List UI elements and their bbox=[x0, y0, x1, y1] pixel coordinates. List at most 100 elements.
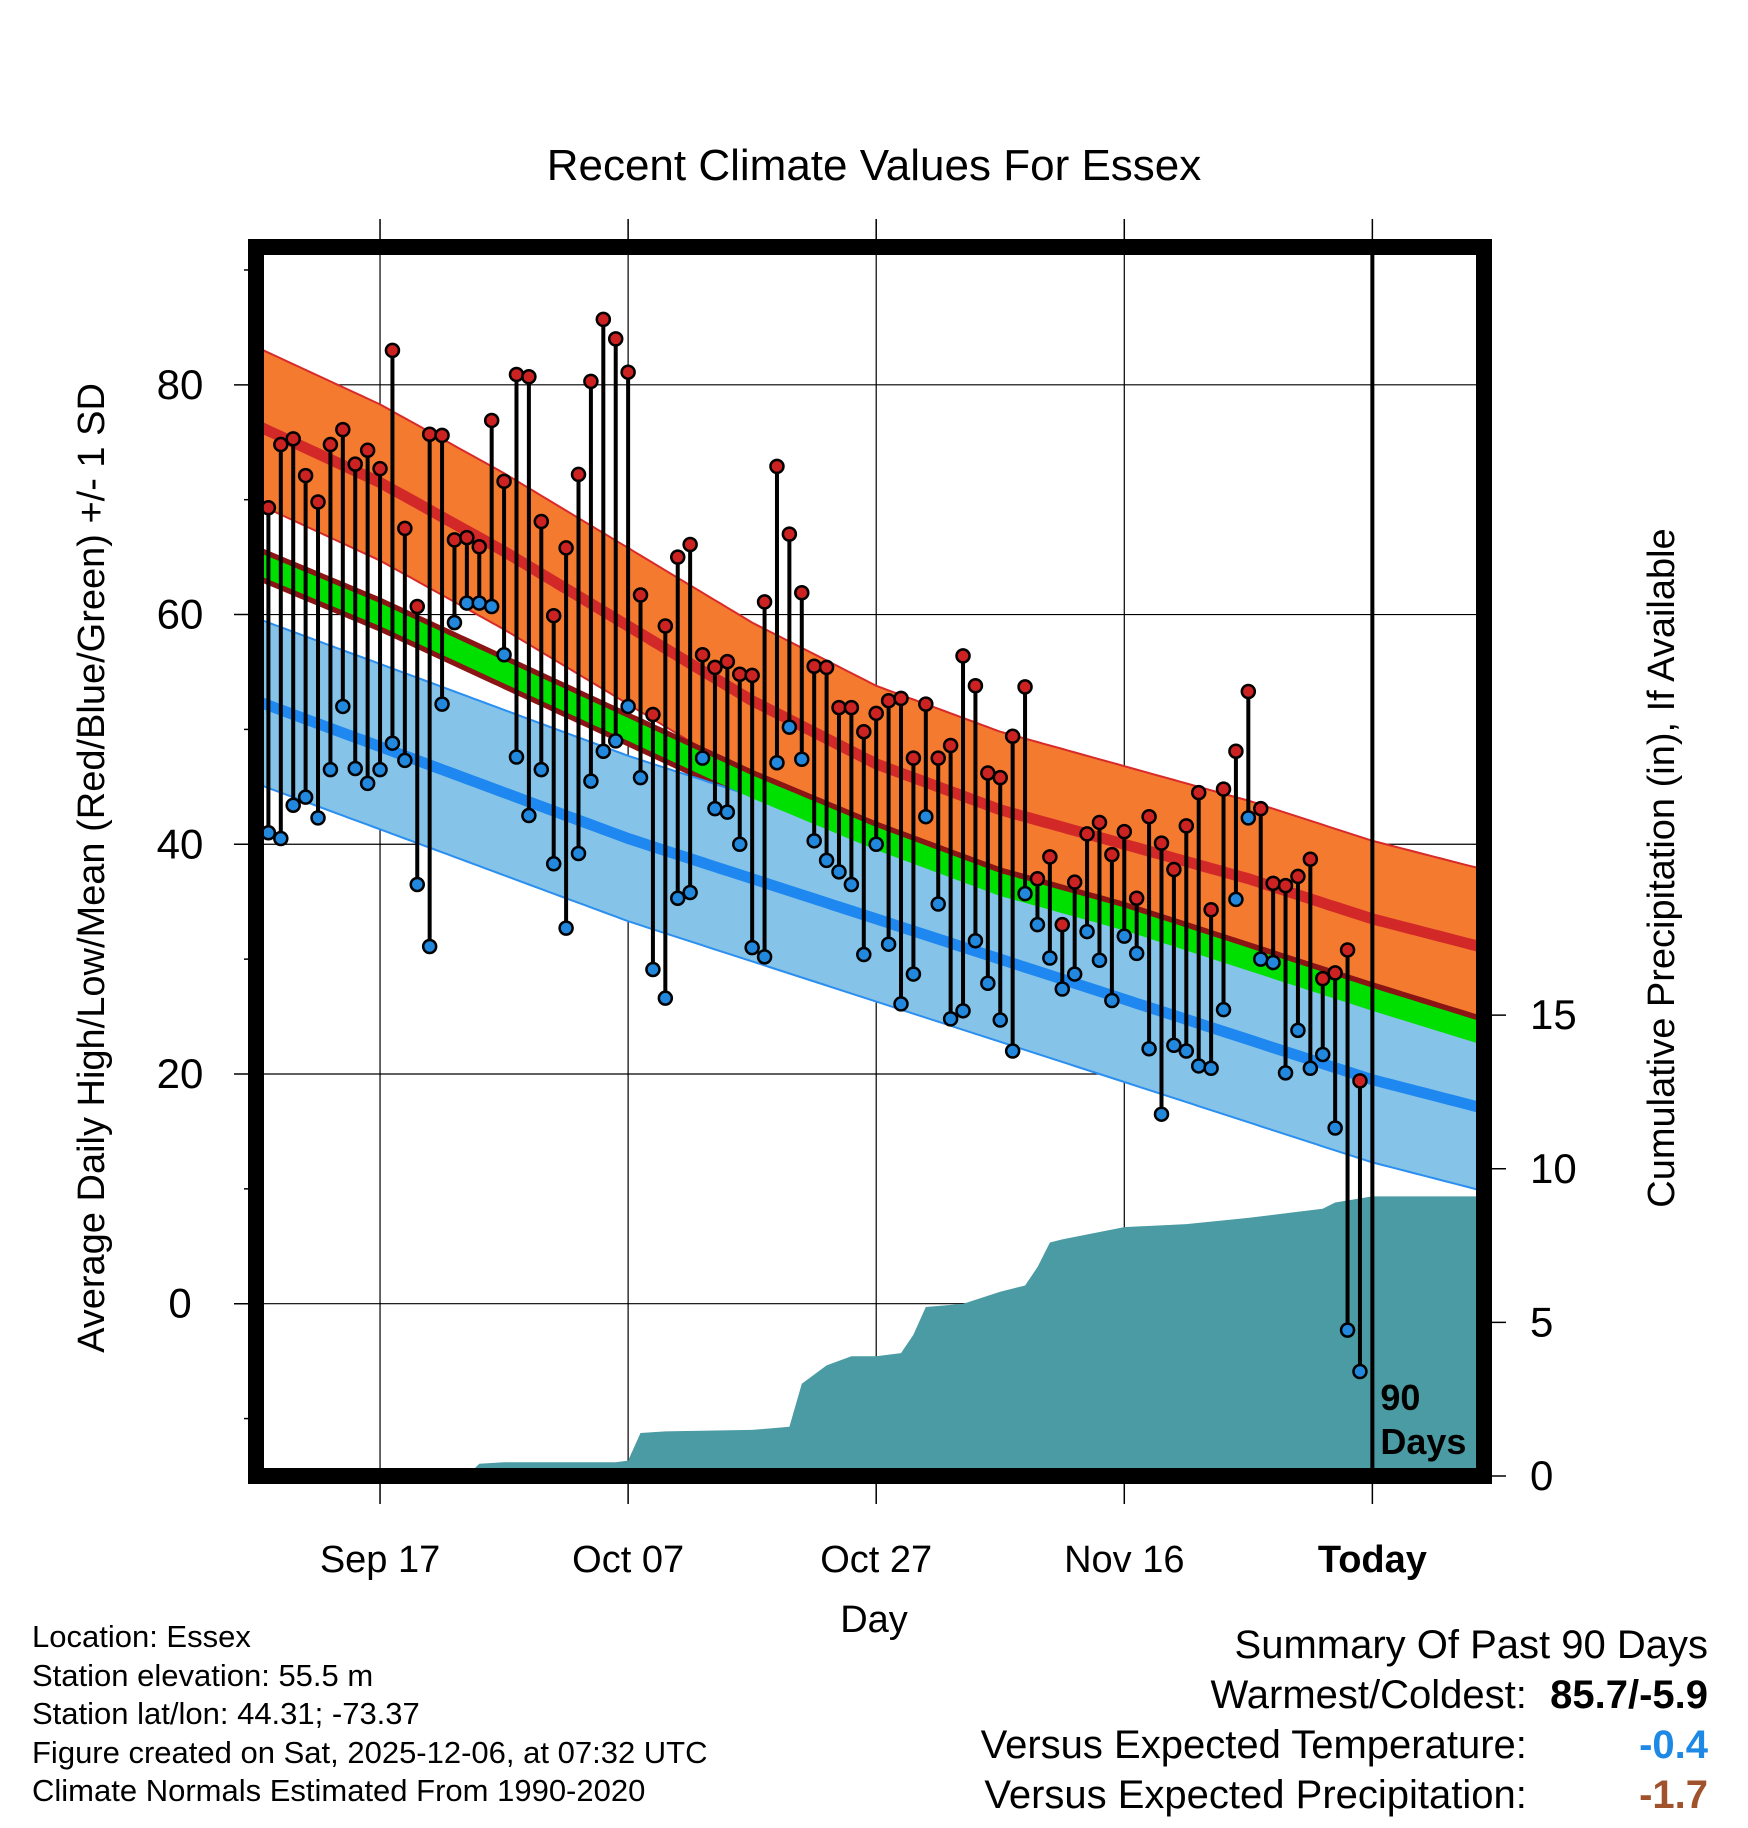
low-temp-point bbox=[781, 719, 798, 735]
low-temp-point bbox=[347, 760, 363, 777]
today-days-label: 90 Days bbox=[1380, 1377, 1466, 1462]
low-temp-point bbox=[471, 595, 488, 611]
high-temp-point bbox=[1017, 679, 1033, 695]
high-temp-point bbox=[1166, 861, 1182, 878]
low-temp-point bbox=[1066, 966, 1083, 982]
high-temp-point bbox=[446, 532, 463, 548]
low-temp-point bbox=[1314, 1046, 1331, 1063]
y2-tick-label: 15 bbox=[1530, 991, 1577, 1038]
y-tick-label: 0 bbox=[168, 1280, 191, 1327]
high-temp-point bbox=[1141, 808, 1157, 825]
low-temp-point bbox=[1339, 1322, 1356, 1338]
plot-area: 90 Days 0 20 40 60 80 0 5 10 15 Sep 17 Oct 07 Oct 27 N… bbox=[157, 219, 1577, 1581]
low-temp-point bbox=[645, 961, 661, 978]
low-temp-point bbox=[669, 890, 686, 907]
low-temp-point bbox=[409, 876, 426, 893]
low-temp-point bbox=[1352, 1363, 1368, 1380]
high-temp-point bbox=[397, 520, 413, 537]
high-temp-point bbox=[756, 594, 773, 610]
high-temp-point bbox=[1178, 818, 1195, 834]
high-temp-point bbox=[583, 373, 599, 390]
low-temp-point bbox=[359, 775, 376, 792]
low-temp-point bbox=[1240, 810, 1257, 826]
low-temp-point bbox=[1265, 954, 1281, 971]
low-temp-point bbox=[595, 743, 612, 759]
precip-vs-expected-label: Versus Expected Precipitation: bbox=[984, 1773, 1527, 1817]
high-temp-point bbox=[1290, 868, 1306, 885]
y2-axis-label: Cumulative Precipitation (in), If Availa… bbox=[1641, 528, 1683, 1207]
high-temp-point bbox=[806, 658, 822, 674]
low-temp-point bbox=[1116, 928, 1133, 944]
high-temp-point bbox=[669, 549, 686, 565]
precip-vs-expected-row: Versus Expected Precipitation: -1.7 bbox=[981, 1770, 1708, 1820]
high-temp-point bbox=[521, 369, 537, 385]
low-temp-point bbox=[1004, 1043, 1021, 1059]
high-temp-point bbox=[1153, 835, 1170, 851]
low-temp-point bbox=[806, 833, 822, 849]
low-temp-point bbox=[992, 1012, 1008, 1028]
high-temp-point bbox=[297, 467, 314, 484]
low-temp-point bbox=[1017, 885, 1033, 902]
high-temp-point bbox=[893, 690, 909, 707]
high-temp-point bbox=[781, 526, 798, 542]
high-temp-point bbox=[918, 696, 934, 712]
today-days-label-line: Days bbox=[1380, 1421, 1466, 1462]
high-temp-point bbox=[359, 442, 376, 459]
low-temp-point bbox=[980, 975, 996, 992]
low-temp-point bbox=[719, 804, 736, 820]
y-tick-label: 80 bbox=[157, 361, 204, 408]
high-temp-point bbox=[769, 458, 785, 475]
low-temp-point bbox=[310, 810, 326, 826]
low-temp-point bbox=[459, 595, 475, 611]
low-temp-point bbox=[607, 733, 624, 749]
low-temp-point bbox=[732, 836, 748, 853]
y-tick-label: 20 bbox=[157, 1050, 204, 1097]
high-temp-point bbox=[1277, 877, 1294, 894]
high-temp-point bbox=[992, 769, 1008, 786]
high-temp-point bbox=[558, 540, 574, 556]
low-temp-point bbox=[756, 949, 773, 965]
high-temp-point bbox=[1240, 683, 1257, 700]
low-temp-point bbox=[1215, 1001, 1232, 1018]
summary-panel: Summary Of Past 90 Days Warmest/Coldest:… bbox=[981, 1620, 1708, 1820]
high-temp-point bbox=[471, 539, 488, 555]
low-temp-point bbox=[446, 614, 463, 631]
high-temp-point bbox=[1091, 814, 1108, 831]
high-temp-point bbox=[632, 587, 649, 603]
high-temp-point bbox=[794, 584, 810, 601]
low-temp-point bbox=[397, 752, 413, 769]
high-temp-point bbox=[1215, 781, 1232, 797]
high-temp-point bbox=[942, 737, 959, 754]
high-temp-point bbox=[856, 723, 872, 740]
low-temp-point bbox=[372, 761, 388, 778]
high-temp-point bbox=[459, 529, 475, 546]
high-temp-point bbox=[719, 653, 736, 670]
high-temp-point bbox=[1116, 823, 1133, 840]
y2-tick-label: 5 bbox=[1530, 1298, 1553, 1345]
chart-title: Recent Climate Values For Essex bbox=[547, 141, 1202, 190]
low-temp-point bbox=[694, 750, 711, 766]
low-temp-point bbox=[893, 996, 909, 1012]
high-temp-point bbox=[595, 311, 612, 328]
high-temp-point bbox=[310, 494, 326, 510]
precip-area bbox=[256, 1196, 1484, 1476]
warmest-coldest-value: 85.7/-5.9 bbox=[1550, 1673, 1708, 1717]
low-temp-point bbox=[880, 936, 897, 952]
low-temp-point bbox=[1054, 981, 1071, 997]
low-temp-point bbox=[1029, 916, 1046, 933]
low-temp-point bbox=[384, 735, 401, 751]
high-temp-point bbox=[1352, 1073, 1368, 1089]
created-text: Figure created on Sat, 2025-12-06, at 07… bbox=[32, 1734, 708, 1770]
high-temp-point bbox=[1302, 851, 1319, 867]
high-temp-point bbox=[1190, 784, 1207, 801]
high-temp-point bbox=[1066, 874, 1083, 890]
plot-inner: 90 Days bbox=[256, 247, 1484, 1476]
low-temp-point bbox=[794, 751, 810, 768]
high-temp-point bbox=[384, 342, 401, 359]
low-temp-point bbox=[905, 966, 922, 982]
high-temp-point bbox=[1128, 890, 1145, 907]
low-temp-point bbox=[831, 864, 847, 880]
low-temp-point bbox=[1178, 1043, 1195, 1059]
high-temp-point bbox=[533, 513, 550, 530]
